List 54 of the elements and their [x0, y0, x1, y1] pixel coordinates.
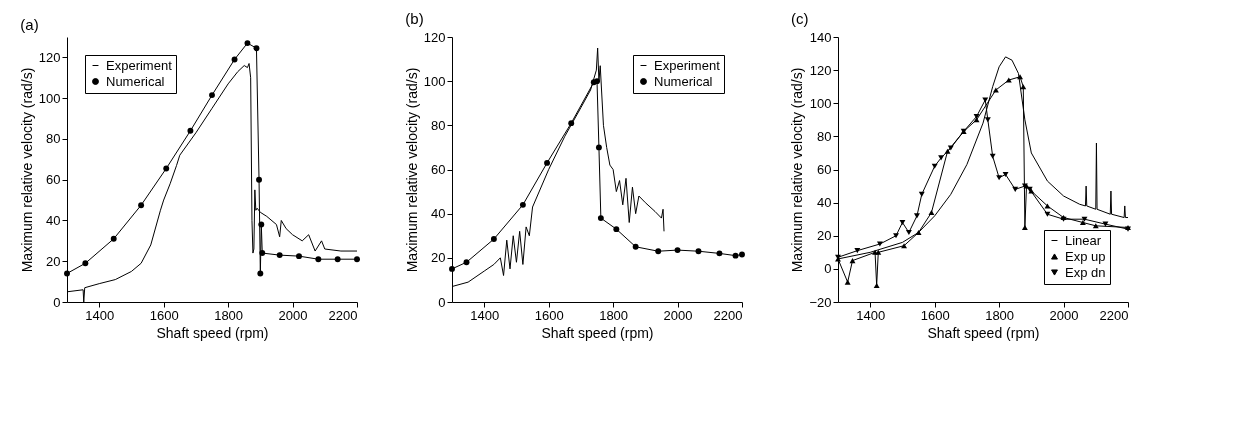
- x-tick-label: 1600: [534, 307, 564, 323]
- y-tick-label: 120: [423, 29, 446, 45]
- legend-label: Linear: [1065, 232, 1102, 248]
- legend-label: Numerical: [654, 73, 713, 89]
- chart-title: (c): [790, 10, 809, 27]
- y-tick-label: 40: [817, 195, 832, 211]
- y-tick-label: 80: [46, 131, 61, 147]
- x-tick-label: 1600: [920, 307, 950, 323]
- y-tick-label: 120: [809, 62, 832, 78]
- legend-label: Experiment: [106, 57, 173, 73]
- x-tick-label: 2200: [713, 307, 743, 323]
- x-tick-label: 1800: [214, 307, 244, 323]
- x-tick-label: 1800: [985, 307, 1015, 323]
- x-tick-label: 1800: [599, 307, 629, 323]
- legend-label: Exp dn: [1065, 264, 1106, 280]
- y-tick-label: 40: [431, 206, 446, 222]
- x-tick-label: 2200: [328, 307, 358, 323]
- y-tick-label: 0: [824, 261, 832, 277]
- y-tick-label: 60: [817, 162, 832, 177]
- x-axis-title: Shaft speed (rpm): [541, 324, 654, 341]
- x-tick-label: 2000: [1049, 307, 1079, 323]
- x-tick-label: 1600: [149, 307, 179, 323]
- y-tick-label: 60: [431, 162, 446, 177]
- y-tick-label: 0: [53, 294, 61, 310]
- y-tick-label: 140: [809, 29, 832, 45]
- x-tick-label: 1400: [470, 307, 500, 323]
- legend-label: Exp up: [1065, 248, 1106, 264]
- legend-label: Numerical: [106, 73, 165, 89]
- chart-title: (b): [405, 10, 424, 27]
- y-tick-label: 100: [809, 95, 832, 111]
- x-axis-title: Shaft speed (rpm): [927, 324, 1040, 341]
- y-tick-label: 120: [38, 49, 61, 65]
- y-tick-label: 100: [423, 73, 446, 89]
- legend-label: Experiment: [654, 57, 721, 73]
- y-tick-label: 20: [817, 228, 832, 244]
- x-tick-label: 2000: [663, 307, 693, 323]
- y-tick-label: 60: [46, 172, 61, 188]
- y-tick-label: 80: [817, 128, 832, 144]
- y-tick-label: −20: [809, 294, 832, 310]
- y-axis-title: Maximum relative velocity (rad/s): [403, 67, 420, 273]
- y-tick-label: 80: [431, 117, 446, 133]
- y-axis-title: Maximum relative velocity (rad/s): [789, 67, 806, 273]
- y-axis-title: Maximum relative velocity (rad/s): [18, 67, 35, 273]
- y-tick-label: 0: [438, 294, 446, 310]
- x-tick-label: 1400: [856, 307, 886, 323]
- x-tick-label: 2000: [278, 307, 308, 323]
- x-tick-label: 1400: [85, 307, 115, 323]
- y-tick-label: 20: [431, 250, 446, 266]
- x-axis-title: Shaft speed (rpm): [156, 324, 269, 341]
- y-tick-label: 40: [46, 212, 61, 228]
- y-tick-label: 20: [46, 253, 61, 269]
- y-tick-label: 100: [38, 90, 61, 106]
- chart-title: (a): [20, 16, 39, 33]
- x-tick-label: 2200: [1099, 307, 1129, 323]
